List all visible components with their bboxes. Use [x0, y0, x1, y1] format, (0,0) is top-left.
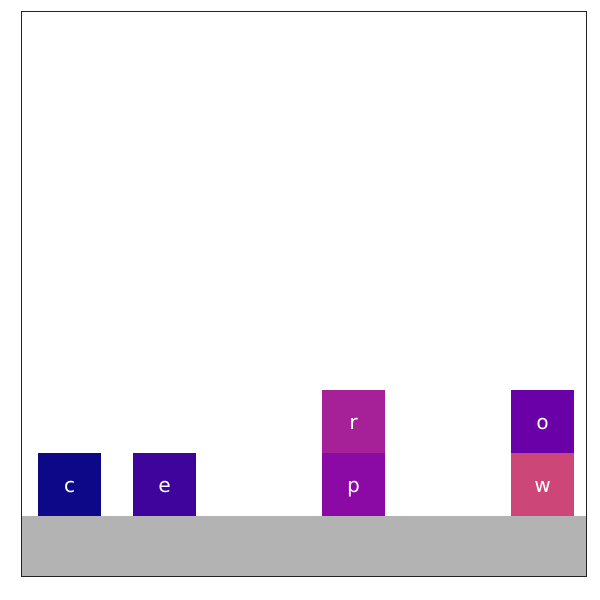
game-board: c e p r w o [21, 11, 587, 577]
block-label: p [347, 472, 360, 497]
block-w[interactable]: w [511, 453, 574, 516]
block-label: e [158, 472, 171, 497]
block-label: o [536, 409, 549, 434]
block-label: w [534, 472, 551, 497]
block-e[interactable]: e [133, 453, 196, 516]
block-c[interactable]: c [38, 453, 101, 516]
block-r[interactable]: r [322, 390, 385, 453]
block-label: r [349, 409, 358, 434]
floor [22, 516, 586, 576]
block-o[interactable]: o [511, 390, 574, 453]
block-label: c [64, 472, 75, 497]
block-p[interactable]: p [322, 453, 385, 516]
